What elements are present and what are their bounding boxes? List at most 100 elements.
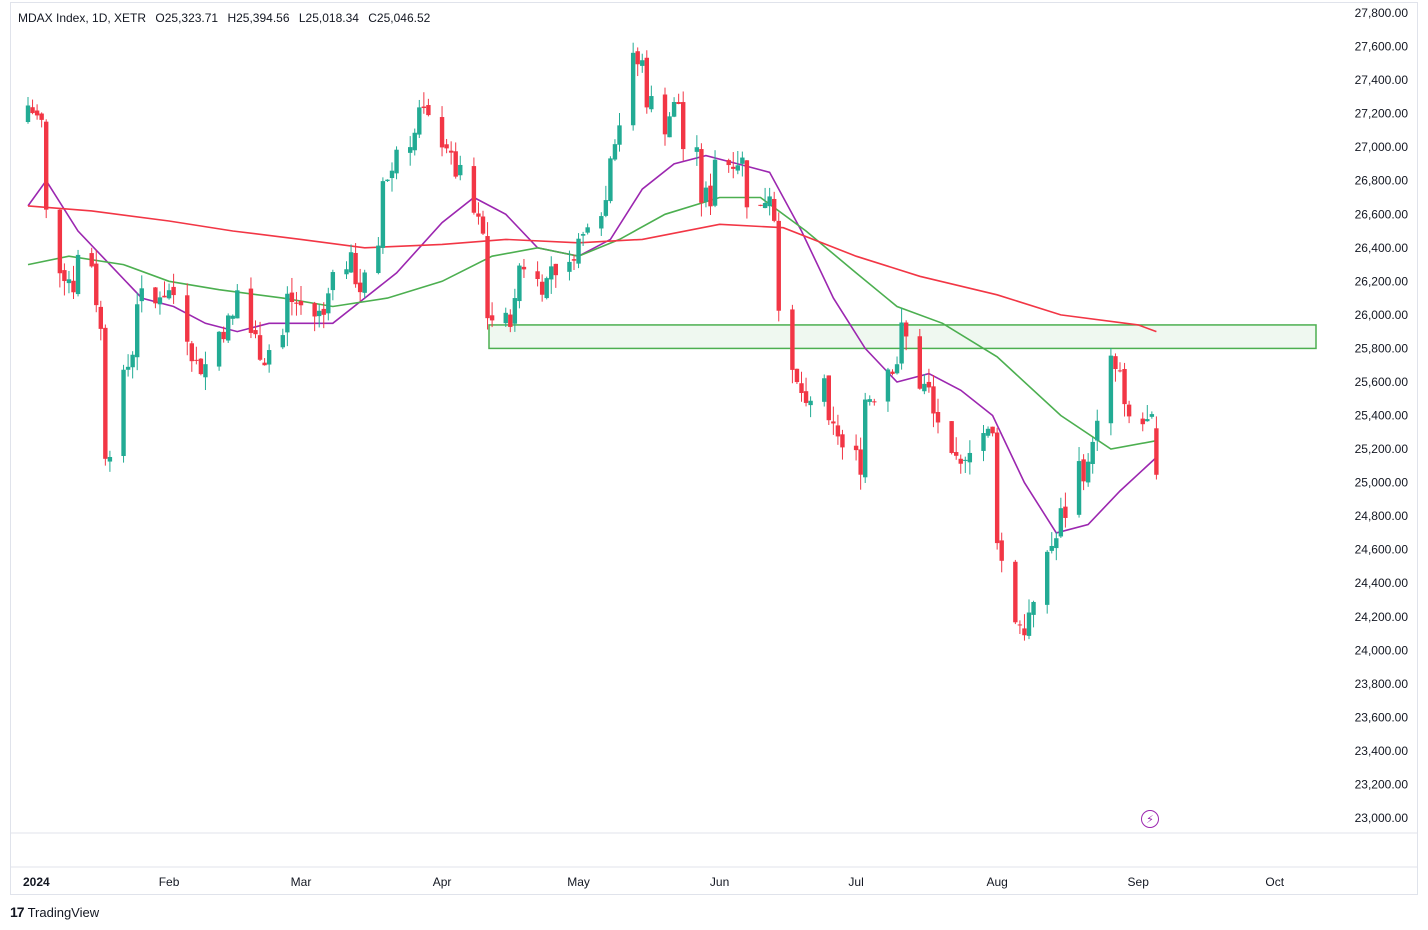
candle-body — [617, 125, 622, 145]
candle — [612, 139, 618, 162]
candle — [357, 268, 363, 302]
candle-body — [121, 369, 126, 457]
candle-body — [872, 401, 877, 403]
candle-body — [512, 298, 518, 324]
candle-body — [94, 263, 99, 306]
candle-body — [1076, 461, 1082, 515]
y-tick-label: 26,000.00 — [1355, 308, 1409, 322]
candle — [822, 374, 827, 407]
candle — [171, 273, 176, 304]
y-tick-label: 27,000.00 — [1355, 140, 1409, 154]
candle-body — [831, 421, 836, 424]
candle-body — [508, 314, 513, 327]
candle-body — [185, 295, 190, 342]
candle — [1149, 411, 1155, 419]
candle-body — [1108, 355, 1114, 424]
candle-body — [135, 304, 140, 358]
candle — [544, 276, 549, 300]
y-tick-label: 23,800.00 — [1355, 677, 1409, 691]
moving-average-line — [27, 196, 1157, 450]
candle — [389, 162, 395, 192]
candle-body — [1049, 545, 1054, 551]
candle — [985, 426, 991, 438]
price-axis[interactable]: 27,800.00 27,600.00 27,400.00 27,200.00 27,0… — [10, 6, 1418, 868]
y-tick-label: 25,400.00 — [1355, 409, 1409, 423]
candle-body — [34, 110, 40, 116]
candle-body — [539, 281, 545, 295]
candle — [221, 326, 226, 343]
candle — [731, 152, 736, 179]
candle — [772, 191, 777, 223]
candle-body — [776, 220, 781, 311]
candle — [671, 97, 677, 118]
symbol-legend: MDAX Index, 1D, XETR O25,323.71 H25,394.… — [18, 11, 436, 25]
candle-body — [1090, 441, 1095, 464]
candle-body — [608, 158, 613, 202]
candle-body — [662, 94, 668, 135]
candle — [926, 368, 932, 393]
candle — [480, 210, 486, 235]
candle-body — [926, 381, 932, 388]
candle — [667, 112, 672, 138]
candle-body — [408, 147, 413, 153]
candle — [121, 364, 126, 463]
y-tick-label: 26,400.00 — [1355, 241, 1409, 255]
candle-body — [289, 292, 295, 303]
footer-branding[interactable]: 17 TradingView — [10, 904, 99, 920]
candle — [708, 173, 713, 215]
candle-body — [822, 378, 827, 402]
candle-body — [640, 60, 645, 66]
candle — [776, 212, 781, 322]
candle-body — [1058, 508, 1064, 537]
candle — [75, 249, 81, 297]
candle-body — [194, 359, 199, 361]
candle — [408, 136, 413, 166]
candle-body — [357, 282, 363, 293]
candle — [57, 208, 63, 288]
x-tick-label: Feb — [159, 875, 180, 889]
candle — [1049, 532, 1054, 554]
candle-body — [189, 343, 194, 362]
candle-body — [903, 322, 909, 337]
candle — [153, 287, 158, 309]
chart-frame[interactable] — [10, 2, 1418, 895]
candle — [744, 160, 750, 219]
candle — [640, 53, 645, 73]
candle — [262, 358, 267, 366]
candle — [808, 396, 813, 418]
candle-body — [421, 106, 427, 109]
candle-body — [994, 432, 1000, 544]
candle — [981, 424, 986, 462]
bolt-icon[interactable]: ⚡ — [1141, 810, 1159, 828]
candle — [831, 406, 836, 435]
candle — [699, 143, 704, 217]
candle — [826, 375, 831, 425]
candle — [872, 398, 877, 406]
time-axis[interactable]: 2024 Feb Mar Apr May Jun Jul Aug Sep Oct — [23, 875, 1285, 889]
tradingview-logo-icon: 17 — [10, 904, 25, 920]
candle-body — [826, 375, 831, 421]
candle-body — [667, 116, 672, 138]
candle-body — [203, 364, 208, 378]
candle-body — [1095, 420, 1100, 441]
candle-body — [981, 433, 986, 451]
candle-body — [1081, 459, 1086, 482]
candle-body — [394, 149, 399, 174]
candle — [216, 331, 222, 371]
candle — [790, 304, 795, 384]
candle-body — [899, 322, 904, 364]
candle — [740, 151, 745, 177]
candle — [458, 155, 463, 181]
candle-body — [44, 121, 49, 210]
candle — [353, 243, 358, 288]
x-tick-label: May — [567, 875, 590, 889]
candle-body — [890, 371, 895, 374]
candle — [248, 277, 254, 339]
candle-body — [772, 198, 777, 221]
candle-body — [708, 185, 713, 207]
candle-body — [967, 452, 973, 463]
candle-body — [326, 293, 331, 314]
candle — [444, 138, 449, 154]
candle — [89, 247, 94, 268]
